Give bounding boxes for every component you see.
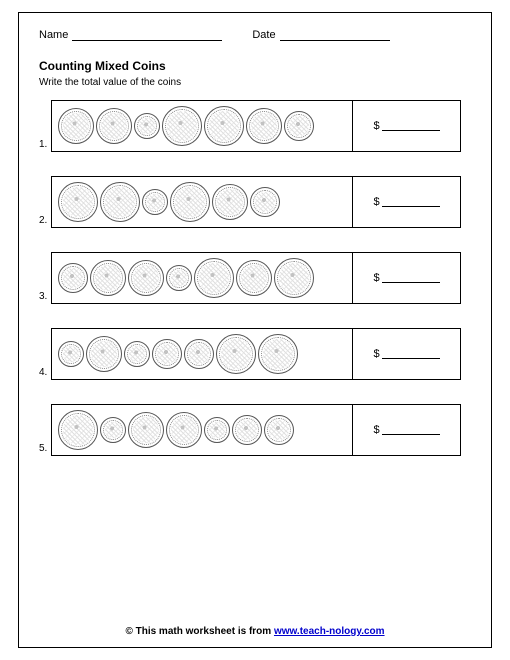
penny-coin-icon: [58, 263, 88, 293]
dime-coin-icon: [204, 417, 230, 443]
penny-coin-icon: [264, 415, 294, 445]
coins-box: [51, 100, 353, 152]
name-label: Name: [39, 29, 68, 41]
name-field: Name: [39, 29, 222, 41]
problem-number: 2.: [39, 215, 49, 228]
penny-coin-icon: [232, 415, 262, 445]
dollar-sign: $: [373, 120, 379, 132]
coins-box: [51, 404, 353, 456]
quarter-coin-icon: [216, 334, 256, 374]
problem-number: 1.: [39, 139, 49, 152]
answer-blank-line[interactable]: [382, 197, 440, 207]
dollar-sign: $: [373, 424, 379, 436]
footer-prefix: © This math worksheet is from: [125, 626, 274, 637]
nickel-coin-icon: [236, 260, 272, 296]
answer-box: $: [353, 328, 461, 380]
date-blank-line[interactable]: [280, 29, 390, 41]
nickel-coin-icon: [90, 260, 126, 296]
quarter-coin-icon: [162, 106, 202, 146]
date-label: Date: [252, 29, 275, 41]
quarter-coin-icon: [274, 258, 314, 298]
answer-box: $: [353, 404, 461, 456]
quarter-coin-icon: [194, 258, 234, 298]
penny-coin-icon: [152, 339, 182, 369]
dollar-sign: $: [373, 196, 379, 208]
answer-blank-line[interactable]: [382, 425, 440, 435]
date-field: Date: [252, 29, 389, 41]
coins-box: [51, 252, 353, 304]
dime-coin-icon: [142, 189, 168, 215]
worksheet-instruction: Write the total value of the coins: [39, 77, 471, 88]
dime-coin-icon: [124, 341, 150, 367]
footer-link[interactable]: www.teach-nology.com: [274, 626, 385, 637]
nickel-coin-icon: [166, 412, 202, 448]
problem-number: 5.: [39, 443, 49, 456]
problems-container: 1. $2. $3. $4. $5. $: [39, 100, 471, 456]
quarter-coin-icon: [58, 182, 98, 222]
problem-row: 2. $: [39, 176, 471, 228]
dollar-sign: $: [373, 348, 379, 360]
nickel-coin-icon: [128, 260, 164, 296]
problem-row: 5. $: [39, 404, 471, 456]
quarter-coin-icon: [258, 334, 298, 374]
answer-blank-line[interactable]: [382, 121, 440, 131]
dime-coin-icon: [100, 417, 126, 443]
name-blank-line[interactable]: [72, 29, 222, 41]
answer-blank-line[interactable]: [382, 273, 440, 283]
quarter-coin-icon: [100, 182, 140, 222]
worksheet-page: Name Date Counting Mixed Coins Write the…: [18, 12, 492, 648]
dime-coin-icon: [166, 265, 192, 291]
answer-box: $: [353, 100, 461, 152]
quarter-coin-icon: [204, 106, 244, 146]
nickel-coin-icon: [96, 108, 132, 144]
worksheet-title: Counting Mixed Coins: [39, 59, 471, 73]
problem-row: 3. $: [39, 252, 471, 304]
problem-row: 4. $: [39, 328, 471, 380]
dime-coin-icon: [134, 113, 160, 139]
penny-coin-icon: [284, 111, 314, 141]
coins-box: [51, 328, 353, 380]
nickel-coin-icon: [246, 108, 282, 144]
quarter-coin-icon: [170, 182, 210, 222]
problem-row: 1. $: [39, 100, 471, 152]
problem-number: 3.: [39, 291, 49, 304]
problem-number: 4.: [39, 367, 49, 380]
answer-blank-line[interactable]: [382, 349, 440, 359]
footer: © This math worksheet is from www.teach-…: [19, 626, 491, 637]
answer-box: $: [353, 252, 461, 304]
nickel-coin-icon: [58, 108, 94, 144]
quarter-coin-icon: [58, 410, 98, 450]
nickel-coin-icon: [86, 336, 122, 372]
nickel-coin-icon: [128, 412, 164, 448]
penny-coin-icon: [184, 339, 214, 369]
answer-box: $: [353, 176, 461, 228]
nickel-coin-icon: [212, 184, 248, 220]
dollar-sign: $: [373, 272, 379, 284]
dime-coin-icon: [58, 341, 84, 367]
header-row: Name Date: [39, 29, 471, 41]
penny-coin-icon: [250, 187, 280, 217]
coins-box: [51, 176, 353, 228]
